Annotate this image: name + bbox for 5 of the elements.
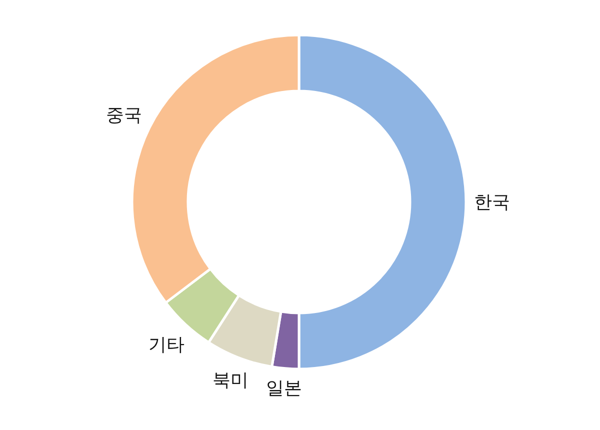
slice-label: 기타 [148,334,185,355]
slice-label: 북미 [212,370,248,390]
slice-label: 한국 [474,192,510,212]
slice-label: 일본 [266,378,302,398]
slice-label: 중국 [106,104,142,125]
